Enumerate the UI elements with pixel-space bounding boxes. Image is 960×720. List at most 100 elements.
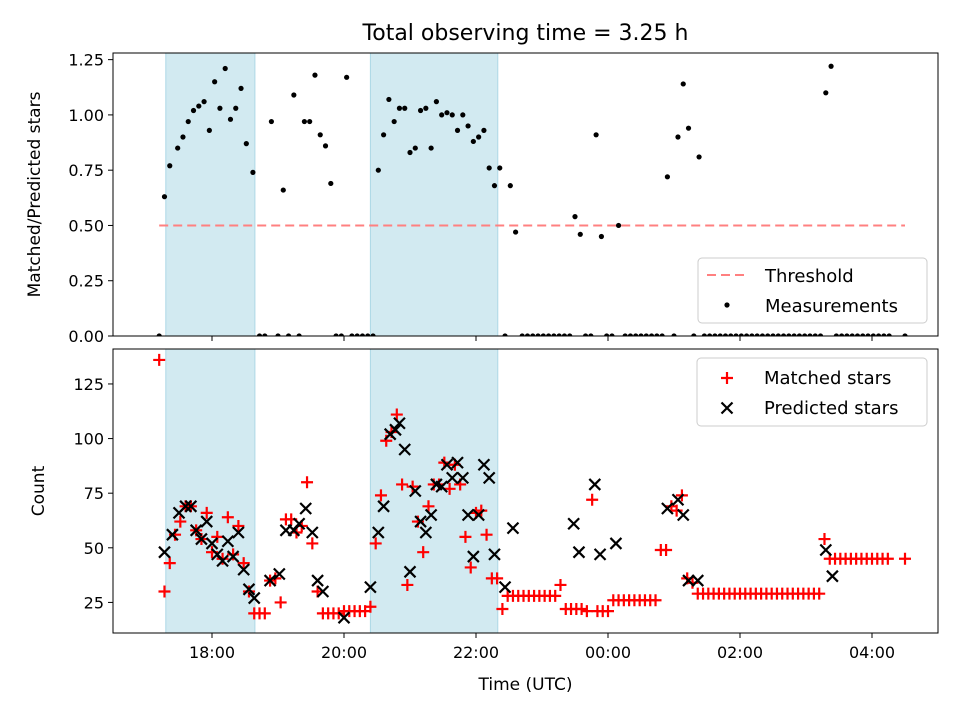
data-point [696,154,702,160]
data-point [212,79,218,85]
data-point [470,138,476,145]
data-point [221,534,235,548]
data-point [163,557,176,570]
data-point [497,165,503,171]
data-point [507,183,513,189]
data-point [263,574,277,587]
data-point [403,565,417,579]
data-point [649,594,662,607]
data-point [226,550,240,563]
data-point [648,333,655,336]
data-point [242,583,256,596]
data-point [175,145,181,151]
data-point [291,92,297,98]
data-point [738,333,744,336]
data-point [417,107,424,114]
x-tick-label: 18:00 [189,643,235,662]
y-tick-label: 1.00 [68,106,104,125]
data-point [582,333,589,336]
data-point [274,596,287,609]
data-point [433,99,439,105]
data-point [643,333,649,336]
data-point [396,478,409,491]
data-point [227,116,234,122]
data-point [333,333,339,336]
data-point [546,333,552,336]
data-point [322,143,329,149]
data-point [828,63,834,69]
y-tick-label: 100 [73,430,104,449]
data-point [567,333,573,336]
legend: Matched stars Predicted stars [696,357,928,427]
data-point [250,169,256,175]
data-point [593,548,607,561]
data-point [844,333,850,336]
data-point [524,333,531,336]
data-point [556,333,562,336]
data-point [285,333,292,336]
data-point [396,105,403,111]
data-point [422,500,435,513]
data-point [158,545,171,559]
data-point [232,519,245,532]
data-point [728,333,734,336]
data-point [488,548,501,561]
data-point [461,508,475,522]
data-point [200,515,213,528]
data-point [826,569,839,583]
data-point [465,123,471,129]
data-point [398,443,411,456]
data-point [660,543,673,556]
data-point [664,174,671,180]
data-point [242,585,255,598]
data-point [486,165,492,171]
data-point [445,471,459,485]
data-point [701,333,707,336]
data-point [685,125,692,131]
data-point [273,567,286,581]
data-point [205,537,219,550]
data-point [179,500,192,513]
x-tick-label: 00:00 [585,643,631,662]
data-point [567,517,580,531]
data-point [638,333,644,336]
data-point [476,134,482,140]
data-point [633,333,639,336]
data-point [428,145,434,151]
legend-measurements-label: Measurements [765,296,898,317]
data-point [233,105,239,111]
data-point [561,333,568,336]
legend-box [697,257,928,324]
data-point [402,105,408,111]
data-point [627,333,634,336]
data-point [243,141,249,147]
y-tick-label: 75 [84,484,104,503]
data-point [467,550,480,563]
data-point [588,478,602,491]
data-point [780,333,787,336]
data-point [717,333,723,336]
data-point [609,537,623,550]
data-point [307,118,313,125]
legend: Threshold Measurements [697,257,928,324]
data-point [460,112,466,118]
data-point [349,333,355,336]
data-point [572,214,578,220]
data-point [185,118,191,125]
data-point [301,476,314,489]
data-point [572,545,586,559]
data-point [691,574,705,587]
data-point [311,574,324,587]
data-point [417,546,430,559]
data-point [280,187,286,193]
plot-frame [112,348,939,634]
data-point [423,105,429,111]
data-point [206,127,212,133]
y-tick-label: 0.25 [68,272,104,291]
y-axis-label: Matched/Predicted stars [25,91,45,297]
data-point [786,333,792,336]
data-point [881,333,887,336]
data-point [299,502,312,515]
data-point [765,333,771,336]
data-point [189,524,203,537]
